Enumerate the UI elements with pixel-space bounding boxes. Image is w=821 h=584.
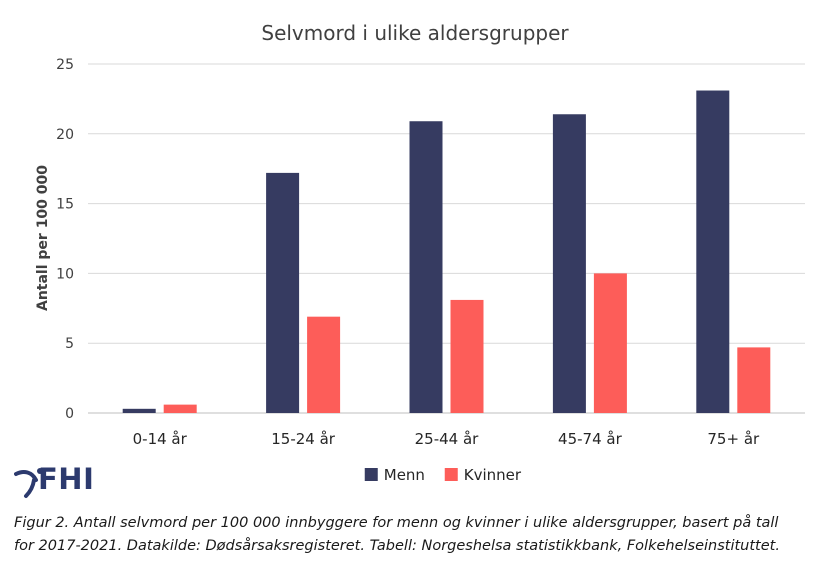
bar-chart: Selvmord i ulike aldersgrupper Antall pe… xyxy=(35,21,805,484)
legend-swatch-kvinner xyxy=(444,468,458,481)
fhi-logo-text: FHI xyxy=(38,462,95,496)
caption-line-1: Figur 2. Antall selvmord per 100 000 inn… xyxy=(14,515,779,531)
chart-title: Selvmord i ulike aldersgrupper xyxy=(261,21,569,45)
y-tick-label: 0 xyxy=(65,406,74,422)
y-tick-label: 20 xyxy=(56,127,74,143)
bar-kvinner-3 xyxy=(593,273,627,413)
fhi-logo-icon xyxy=(14,468,43,498)
gridlines xyxy=(88,63,805,414)
legend: Menn Kvinner xyxy=(364,466,522,484)
y-tick-labels: 0 5 10 15 20 25 xyxy=(56,57,74,422)
x-tick-label: 0-14 år xyxy=(133,430,188,448)
bar-menn-4 xyxy=(696,90,730,414)
y-axis-label: Antall per 100 000 xyxy=(35,165,51,311)
y-tick-label: 15 xyxy=(56,197,74,213)
bar-kvinner-0 xyxy=(163,404,197,413)
bar-menn-3 xyxy=(552,114,586,414)
bar-menn-1 xyxy=(266,172,300,413)
bar-kvinner-1 xyxy=(307,316,341,413)
y-tick-label: 5 xyxy=(65,336,74,352)
y-tick-label: 10 xyxy=(56,266,74,282)
y-tick-label: 25 xyxy=(56,57,74,73)
figure-caption: Figur 2. Antall selvmord per 100 000 inn… xyxy=(14,512,814,558)
bar-menn-0 xyxy=(122,408,156,413)
x-tick-label: 25-44 år xyxy=(415,430,480,448)
bar-kvinner-4 xyxy=(737,347,771,413)
x-tick-label: 75+ år xyxy=(707,430,760,448)
x-tick-label: 15-24 år xyxy=(271,430,336,448)
x-tick-label: 45-74 år xyxy=(558,430,623,448)
legend-label-menn: Menn xyxy=(384,466,425,484)
legend-label-kvinner: Kvinner xyxy=(464,466,522,484)
legend-swatch-menn xyxy=(364,468,378,481)
bars xyxy=(122,90,771,414)
x-tick-labels: 0-14 år 15-24 år 25-44 år 45-74 år 75+ år xyxy=(133,430,760,448)
caption-line-2: for 2017-2021. Datakilde: Dødsårsaksregi… xyxy=(14,538,780,554)
bar-kvinner-2 xyxy=(450,299,484,413)
bar-menn-2 xyxy=(409,121,443,414)
